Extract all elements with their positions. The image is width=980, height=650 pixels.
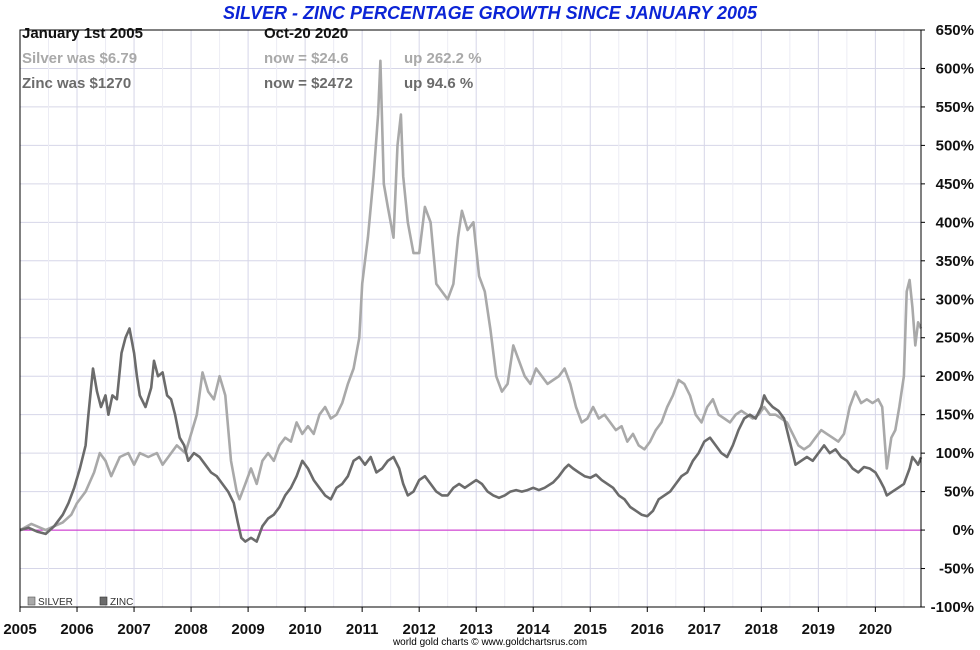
- x-tick-label: 2017: [688, 621, 721, 638]
- series-line-silver: [19, 59, 923, 532]
- plot-frame: [19, 29, 922, 608]
- legend-swatch-silver: [27, 596, 36, 606]
- x-tick-label: 2018: [745, 621, 778, 638]
- x-tick-label: 2016: [631, 621, 664, 638]
- y-tick-label: 400%: [936, 214, 974, 231]
- y-tick-label: 250%: [936, 330, 974, 347]
- zinc-current-price: now = $2472: [264, 75, 353, 92]
- y-axis: 650% 600% 550% 500% 450% 400% 350% 300% 250% 200%…: [921, 22, 974, 616]
- x-tick-label: 2009: [231, 621, 264, 638]
- start-date-label: January 1st 2005: [22, 25, 143, 42]
- y-tick-label: 300%: [936, 291, 974, 308]
- chart-credit: world gold charts © www.goldchartsrus.co…: [392, 637, 588, 648]
- y-tick-label: -50%: [939, 561, 974, 578]
- x-tick-label: 2013: [460, 621, 493, 638]
- y-tick-label: 0%: [952, 522, 974, 539]
- gridlines: [19, 29, 921, 608]
- x-tick-label: 2020: [859, 621, 892, 638]
- x-tick-label: 2011: [346, 621, 379, 638]
- zinc-start-price: Zinc was $1270: [22, 75, 132, 92]
- y-tick-label: -100%: [931, 599, 974, 616]
- y-tick-label: 150%: [936, 407, 974, 424]
- x-tick-label: 2008: [174, 621, 207, 638]
- x-tick-label: 2005: [3, 621, 36, 638]
- silver-start-price: Silver was $6.79: [22, 50, 138, 67]
- x-tick-label: 2012: [402, 621, 435, 638]
- x-tick-label: 2006: [60, 621, 93, 638]
- end-date-label: Oct-20 2020: [264, 25, 349, 42]
- x-axis: 2005 2006 2007 2008 2009 2010 2011 2012 2013 2014…: [3, 607, 892, 638]
- legend-label-zinc: ZINC: [110, 597, 133, 608]
- y-tick-label: 350%: [936, 253, 974, 270]
- y-tick-label: 600%: [936, 60, 974, 77]
- y-tick-label: 550%: [936, 99, 974, 116]
- series-lines: [19, 59, 923, 543]
- x-tick-label: 2007: [117, 621, 150, 638]
- y-tick-label: 650%: [936, 22, 974, 39]
- silver-growth: up 262.2 %: [404, 50, 482, 67]
- zinc-growth: up 94.6 %: [404, 75, 474, 92]
- x-tick-label: 2019: [802, 621, 835, 638]
- silver-current-price: now = $24.6: [264, 50, 349, 67]
- x-tick-label: 2014: [517, 621, 551, 638]
- y-tick-label: 200%: [936, 368, 974, 385]
- legend-swatch-zinc: [99, 596, 108, 606]
- legend-label-silver: SILVER: [38, 597, 73, 608]
- y-tick-label: 100%: [936, 445, 974, 462]
- series-line-zinc: [19, 327, 923, 543]
- x-tick-label: 2010: [288, 621, 321, 638]
- y-tick-label: 50%: [944, 484, 974, 501]
- y-tick-label: 500%: [936, 137, 974, 154]
- chart-title: SILVER - ZINC PERCENTAGE GROWTH SINCE JA…: [222, 3, 758, 23]
- y-tick-label: 450%: [936, 176, 974, 193]
- legend: SILVER ZINC: [27, 596, 133, 608]
- x-tick-label: 2015: [574, 621, 607, 638]
